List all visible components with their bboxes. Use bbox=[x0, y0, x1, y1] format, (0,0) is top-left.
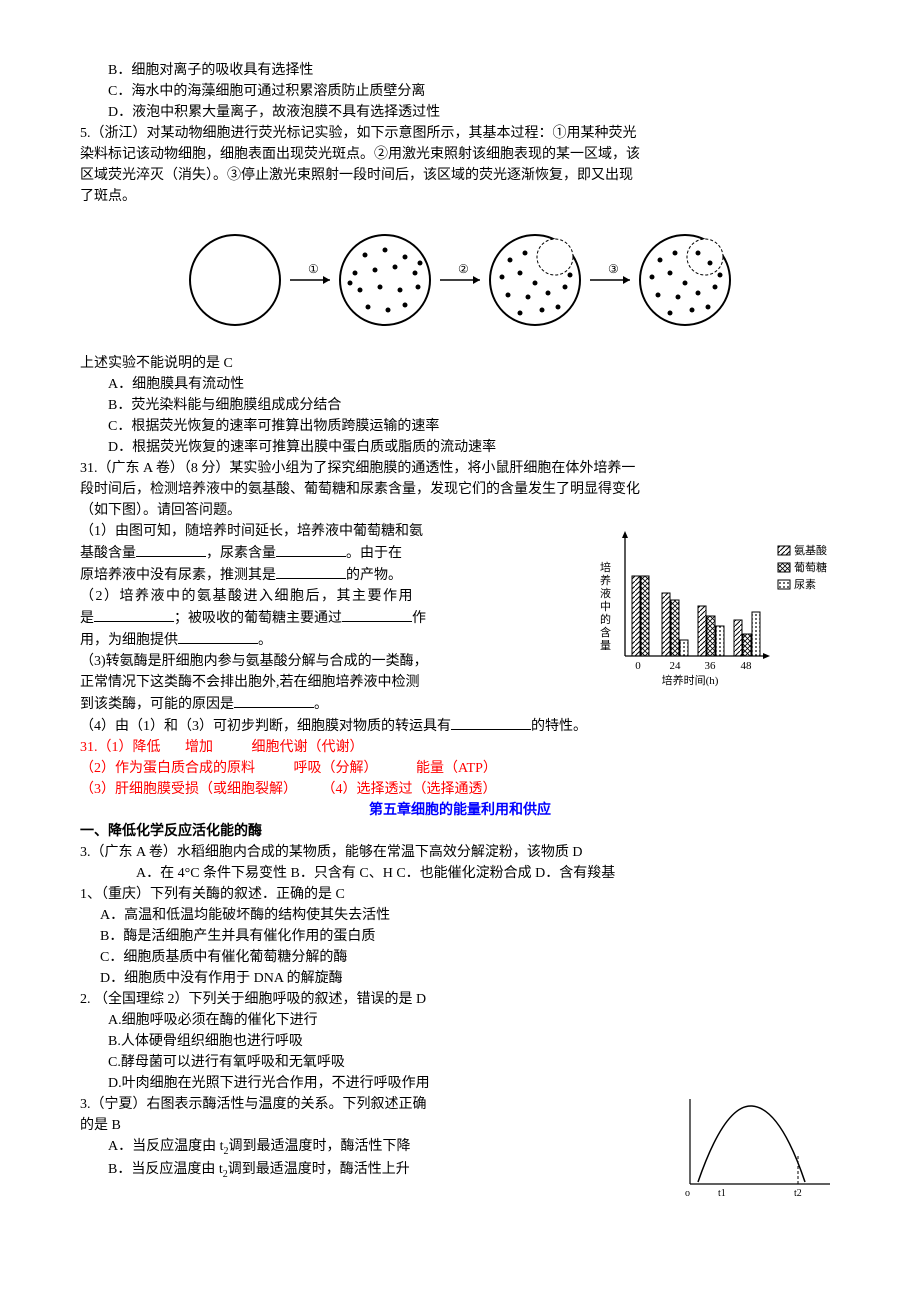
svg-text:液: 液 bbox=[600, 586, 611, 600]
blank-input[interactable] bbox=[94, 607, 174, 622]
q31-answer-line1: 31.（1）降低 增加 细胞代谢（代谢） bbox=[80, 737, 840, 758]
q5-stem-line2: 染料标记该动物细胞，细胞表面出现荧光斑点。②用激光束照射该细胞表现的某一区域，该 bbox=[80, 144, 840, 165]
q5-conclusion: 上述实验不能说明的是 C bbox=[80, 353, 840, 374]
ans-text: （2）作为蛋白质合成的原料 bbox=[80, 761, 255, 776]
option-b: B．细胞对离子的吸收具有选择性 bbox=[80, 60, 840, 81]
ch5-q1-d: D．细胞质中没有作用于 DNA 的解旋酶 bbox=[80, 968, 840, 989]
q5-stem-line3: 区域荧光淬灭（消失）。③停止激光束照射一段时间后，该区域的荧光逐渐恢复，即又出现 bbox=[80, 165, 840, 186]
svg-text:t2: t2 bbox=[794, 1188, 802, 1199]
blank-input[interactable] bbox=[276, 564, 346, 579]
text: 用，为细胞提供 bbox=[80, 633, 178, 648]
ch5-q2-stem: 2. （全国理综 2）下列关于细胞呼吸的叙述，错误的是 D bbox=[80, 989, 840, 1010]
ch5-q2-b: B.人体硬骨组织细胞也进行呼吸 bbox=[80, 1031, 840, 1052]
blank-input[interactable] bbox=[276, 542, 346, 557]
text: 作 bbox=[412, 611, 426, 626]
q31-answer-line3: （3）肝细胞膜受损（或细胞裂解） （4）选择透过（选择通透） bbox=[80, 779, 840, 800]
blank-input[interactable] bbox=[234, 693, 314, 708]
chapter-title: 第五章细胞的能量利用和供应 bbox=[80, 800, 840, 821]
q31-stem-l3: （如下图）。请回答问题。 bbox=[80, 500, 840, 521]
q5-stem-line1: 5.（浙江）对某动物细胞进行荧光标记实验，如下示意图所示，其基本过程：①用某种荧… bbox=[80, 123, 840, 144]
text: ；被吸收的葡萄糖主要通过 bbox=[174, 611, 342, 626]
text: A．当反应温度由 t bbox=[108, 1139, 224, 1154]
svg-text:养: 养 bbox=[600, 573, 611, 587]
text: 到该类酶，可能的原因是 bbox=[80, 697, 234, 712]
text: 调到最适温度时，酶活性上升 bbox=[228, 1162, 410, 1177]
q31-p4: （4）由（1）和（3）可初步判断，细胞膜对物质的转运具有 的特性。 bbox=[80, 715, 840, 737]
svg-text:③: ③ bbox=[608, 262, 619, 276]
ch5-q1-a: A．高温和低温均能破坏酶的结构使其失去活性 bbox=[80, 905, 840, 926]
ch5-q2-d: D.叶肉细胞在光照下进行光合作用，不进行呼吸作用 bbox=[80, 1073, 840, 1094]
ans-text: 31.（1）降低 bbox=[80, 740, 161, 755]
svg-text:葡萄糖: 葡萄糖 bbox=[794, 560, 827, 574]
blank-input[interactable] bbox=[342, 607, 412, 622]
text: 调到最适温度时，酶活性下降 bbox=[229, 1139, 411, 1154]
text: ，尿素含量 bbox=[206, 546, 276, 561]
ans-text: （4）选择透过（选择通透） bbox=[322, 782, 497, 797]
ch5-q2-c: C.酵母菌可以进行有氧呼吸和无氧呼吸 bbox=[80, 1052, 840, 1073]
svg-text:24: 24 bbox=[670, 660, 682, 672]
svg-text:量: 量 bbox=[600, 639, 611, 652]
ch5-q1-c: C．细胞质基质中有催化葡萄糖分解的酶 bbox=[80, 947, 840, 968]
ch5-q3-stem: 3.（广东 A 卷）水稻细胞内合成的某物质，能够在常温下高效分解淀粉，该物质 D bbox=[80, 842, 840, 863]
text: 是 bbox=[80, 611, 94, 626]
svg-text:48: 48 bbox=[741, 660, 753, 672]
option-c: C．海水中的海藻细胞可通过积累溶质防止质壁分离 bbox=[80, 81, 840, 102]
ch5-q1-stem: 1、（重庆）下列有关酶的叙述．正确的是 C bbox=[80, 884, 840, 905]
svg-text:o: o bbox=[685, 1188, 690, 1199]
q5-stem-line4: 了斑点。 bbox=[80, 186, 840, 207]
text: 基酸含量 bbox=[80, 546, 136, 561]
enzyme-activity-chart: o t1 t2 bbox=[670, 1094, 840, 1211]
ans-text: 增加 bbox=[185, 740, 213, 755]
blank-input[interactable] bbox=[451, 715, 531, 730]
blank-input[interactable] bbox=[178, 629, 258, 644]
ch5-q1-b: B．酶是活细胞产生并具有催化作用的蛋白质 bbox=[80, 926, 840, 947]
q31-answer-line2: （2）作为蛋白质合成的原料 呼吸（分解） 能量（ATP） bbox=[80, 758, 840, 779]
q31-bar-chart: 培 养 液 中 的 含 量 0 24 36 48 bbox=[590, 521, 840, 698]
text: 。 bbox=[314, 697, 328, 712]
q31-stem-l1: 31.（广东 A 卷）（8 分）某实验小组为了探究细胞膜的通透性，将小鼠肝细胞在… bbox=[80, 458, 840, 479]
text: （4）由（1）和（3）可初步判断，细胞膜对物质的转运具有 bbox=[80, 719, 451, 734]
q31-stem-l2: 段时间后，检测培养液中的氨基酸、葡萄糖和尿素含量，发现它们的含量发生了明显得变化 bbox=[80, 479, 840, 500]
svg-text:氨基酸: 氨基酸 bbox=[794, 543, 827, 557]
q5-opt-d: D．根据荧光恢复的速率可推算出膜中蛋白质或脂质的流动速率 bbox=[80, 437, 840, 458]
svg-text:36: 36 bbox=[705, 660, 717, 672]
q5-opt-a: A．细胞膜具有流动性 bbox=[80, 374, 840, 395]
section-title: 一、降低化学反应活化能的酶 bbox=[80, 821, 840, 842]
ch5-q3-opts: A．在 4°C 条件下易变性 B．只含有 C、H C．也能催化淀粉合成 D．含有… bbox=[80, 863, 840, 884]
svg-text:t1: t1 bbox=[718, 1188, 726, 1199]
text: 。 bbox=[258, 633, 272, 648]
blank-input[interactable] bbox=[136, 542, 206, 557]
text: 。由于在 bbox=[346, 546, 402, 561]
svg-text:含: 含 bbox=[600, 625, 611, 639]
text: B．当反应温度由 t bbox=[108, 1162, 223, 1177]
svg-text:培: 培 bbox=[600, 560, 611, 574]
svg-text:的: 的 bbox=[600, 612, 611, 626]
text: 的特性。 bbox=[531, 719, 587, 734]
ans-text: （3）肝细胞膜受损（或细胞裂解） bbox=[80, 782, 297, 797]
option-d: D．液泡中积累大量离子，故液泡膜不具有选择透过性 bbox=[80, 102, 840, 123]
q5-cell-diagram: ① ② bbox=[80, 215, 840, 345]
ch5-q2-a: A.细胞呼吸必须在酶的催化下进行 bbox=[80, 1010, 840, 1031]
svg-text:培养时间(h): 培养时间(h) bbox=[662, 673, 719, 687]
svg-text:中: 中 bbox=[600, 600, 611, 613]
q5-opt-c: C．根据荧光恢复的速率可推算出物质跨膜运输的速率 bbox=[80, 416, 840, 437]
svg-text:①: ① bbox=[308, 262, 319, 276]
ans-text: 细胞代谢（代谢） bbox=[252, 740, 364, 755]
q5-opt-b: B．荧光染料能与细胞膜组成成分结合 bbox=[80, 395, 840, 416]
svg-text:②: ② bbox=[458, 262, 469, 276]
svg-text:尿素: 尿素 bbox=[794, 578, 816, 591]
ans-text: 呼吸（分解） bbox=[294, 761, 378, 776]
svg-text:0: 0 bbox=[635, 660, 641, 672]
text: 的产物。 bbox=[346, 568, 402, 583]
ans-text: 能量（ATP） bbox=[416, 761, 497, 776]
text: 原培养液中没有尿素，推测其是 bbox=[80, 568, 276, 583]
